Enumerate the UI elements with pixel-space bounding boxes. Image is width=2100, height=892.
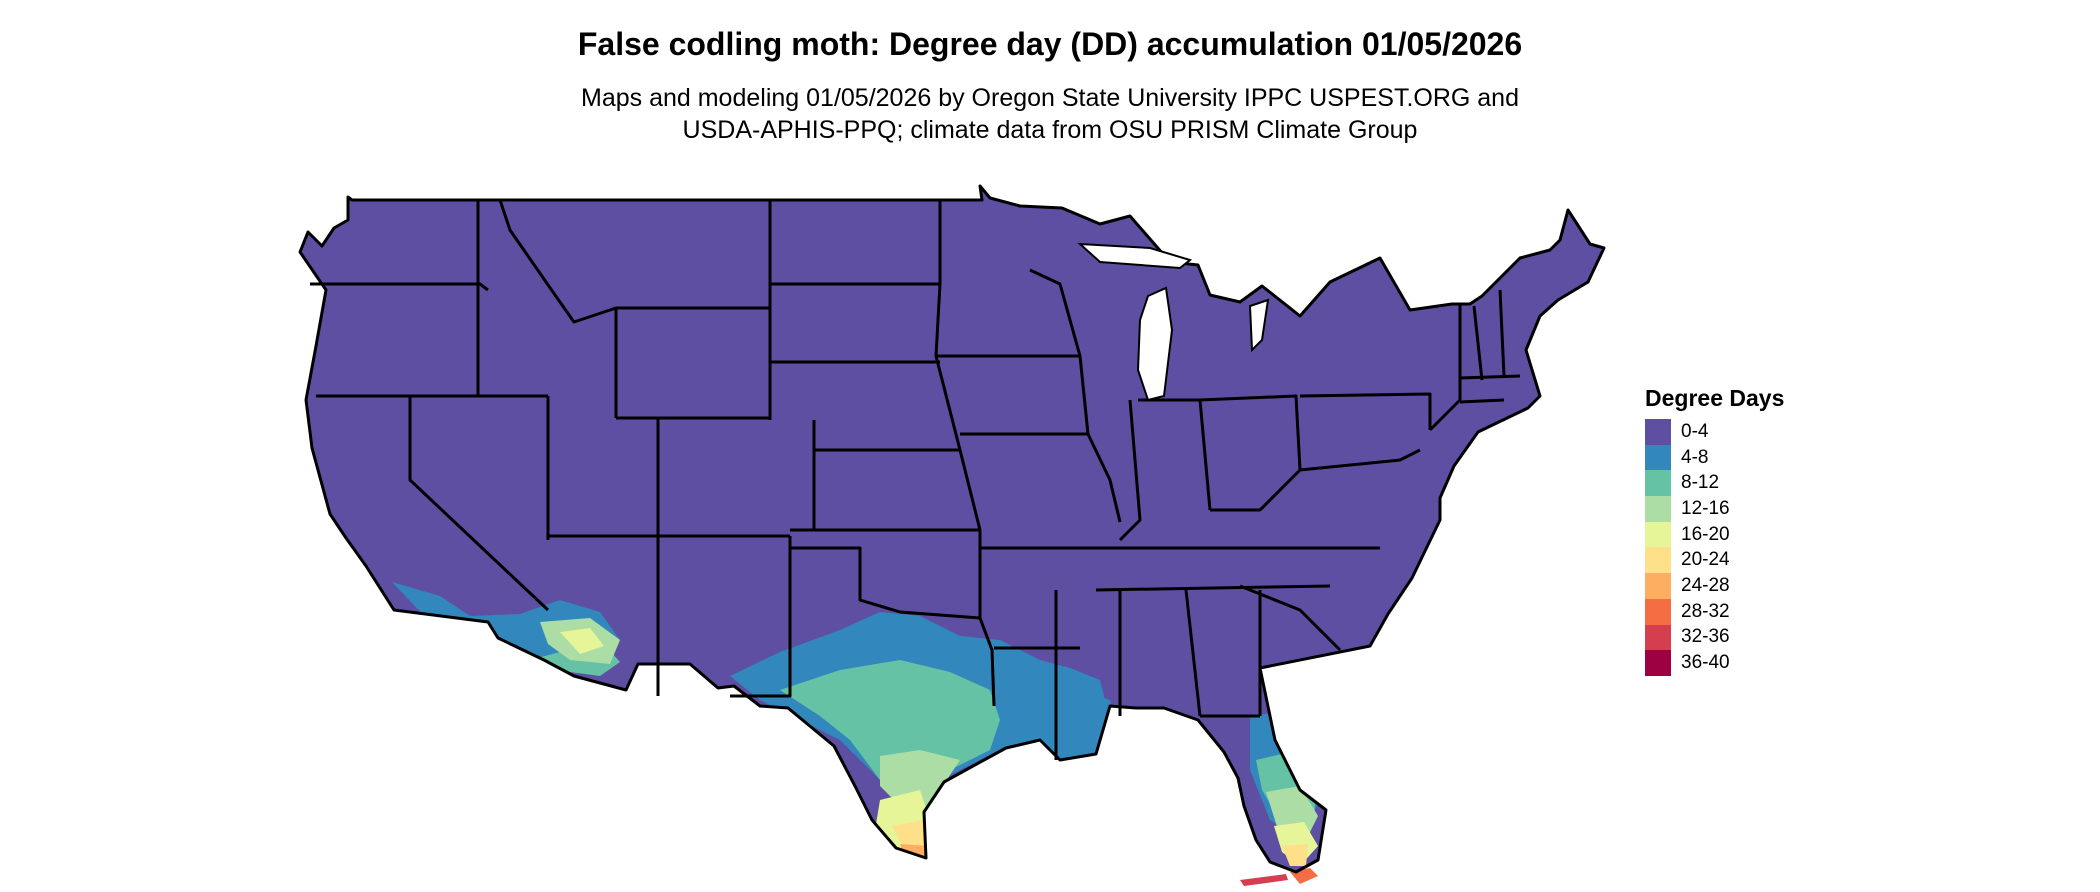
border-ma-south [1460,376,1520,378]
legend-label: 8-12 [1681,472,1719,494]
legend-swatch [1645,573,1671,599]
legend-item: 12-16 [1645,496,1784,522]
legend: Degree Days 0-4 4-8 8-12 12-16 16-20 20-24 24-… [1645,385,1784,676]
legend-item: 28-32 [1645,599,1784,625]
legend-swatch [1645,445,1671,471]
legend-swatch [1645,599,1671,625]
legend-swatch [1645,625,1671,651]
legend-swatch [1645,522,1671,548]
legend-title: Degree Days [1645,385,1784,412]
legend-swatch [1645,650,1671,676]
legend-item: 16-20 [1645,522,1784,548]
legend-item: 8-12 [1645,470,1784,496]
legend-item: 20-24 [1645,547,1784,573]
legend-label: 4-8 [1681,447,1708,469]
border-ct-ri [1460,400,1504,402]
legend-item: 0-4 [1645,419,1784,445]
legend-label: 12-16 [1681,498,1730,520]
legend-item: 24-28 [1645,573,1784,599]
legend-label: 0-4 [1681,421,1708,443]
legend-items: 0-4 4-8 8-12 12-16 16-20 20-24 24-28 28-32 32-36… [1645,419,1784,676]
legend-label: 28-32 [1681,601,1730,623]
legend-item: 36-40 [1645,650,1784,676]
region-florida-keys-32-36 [1240,874,1288,886]
legend-label: 24-28 [1681,575,1730,597]
region-louisiana-4-8 [1040,690,1120,760]
legend-label: 20-24 [1681,549,1730,571]
legend-label: 36-40 [1681,652,1730,674]
legend-swatch [1645,547,1671,573]
legend-item: 32-36 [1645,625,1784,651]
legend-swatch [1645,496,1671,522]
legend-label: 16-20 [1681,524,1730,546]
legend-label: 32-36 [1681,626,1730,648]
legend-item: 4-8 [1645,445,1784,471]
legend-swatch [1645,470,1671,496]
legend-swatch [1645,419,1671,445]
